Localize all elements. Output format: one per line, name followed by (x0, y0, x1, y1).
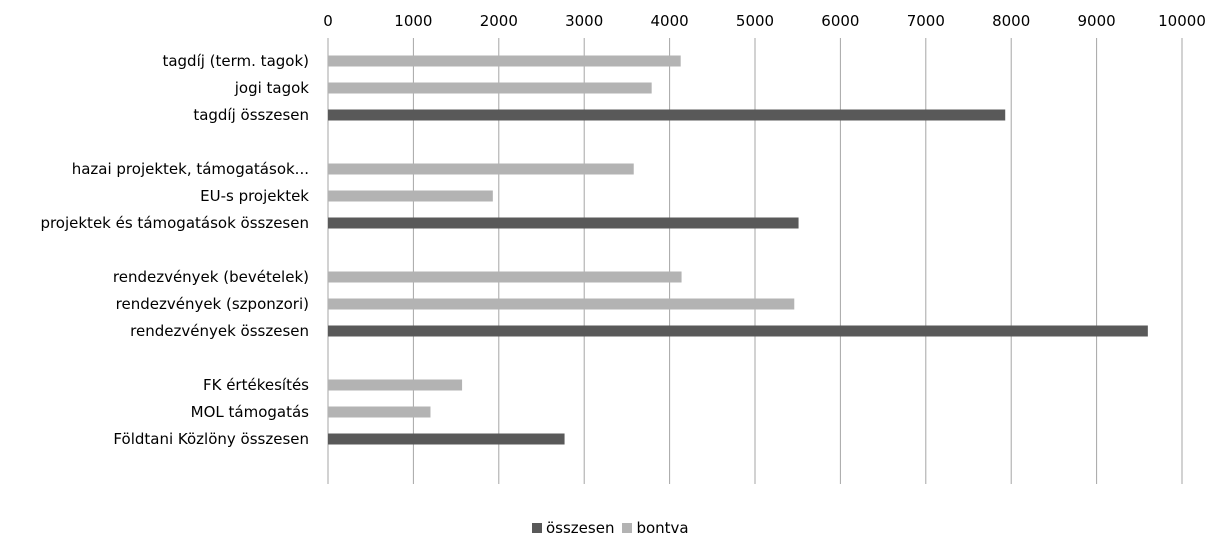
bars (328, 55, 1148, 445)
bar (328, 190, 493, 202)
category-label: FK értékesítés (203, 376, 309, 394)
x-tick-label: 5000 (736, 12, 774, 30)
bar (328, 163, 634, 175)
bar (328, 406, 431, 418)
legend-swatch-bontva (622, 523, 633, 533)
category-label: rendezvények (szponzori) (116, 295, 309, 313)
legend-item-bontva: bontva (622, 519, 689, 537)
x-tick-label: 8000 (992, 12, 1030, 30)
legend: összesen bontva (532, 519, 689, 537)
category-label: projektek és támogatások összesen (40, 214, 309, 232)
x-tick-label: 9000 (1078, 12, 1116, 30)
x-tick-label: 4000 (651, 12, 689, 30)
x-tick-label: 0 (323, 12, 333, 30)
category-labels: tagdíj (term. tagok) jogi tagok tagdíj öss… (40, 52, 309, 448)
category-label: Földtani Közlöny összesen (113, 430, 309, 448)
legend-item-osszesen: összesen (532, 519, 614, 537)
category-label: tagdíj (term. tagok) (162, 52, 309, 70)
bar (328, 379, 463, 391)
bar (328, 298, 795, 310)
category-label: hazai projektek, támogatások... (72, 160, 309, 178)
legend-label-bontva: bontva (636, 519, 689, 537)
x-tick-label: 7000 (907, 12, 945, 30)
x-tick-label: 2000 (480, 12, 518, 30)
x-tick-label: 10000 (1158, 12, 1206, 30)
bar (328, 217, 799, 229)
bar (328, 109, 1006, 121)
x-tick-label: 1000 (394, 12, 432, 30)
bar (328, 271, 682, 283)
x-axis-ticks: 0 1000 2000 3000 4000 5000 6000 7000 8000 9000 100… (323, 12, 1206, 30)
bar (328, 325, 1148, 337)
gridlines (327, 38, 1183, 484)
bar (328, 55, 681, 67)
category-label: jogi tagok (234, 79, 310, 97)
bar (328, 433, 565, 445)
category-label: MOL támogatás (191, 403, 310, 421)
category-label: EU-s projektek (200, 187, 309, 205)
category-label: rendezvények összesen (130, 322, 309, 340)
legend-label-osszesen: összesen (546, 519, 615, 537)
legend-swatch-osszesen (532, 523, 542, 533)
x-tick-label: 3000 (565, 12, 603, 30)
bar (328, 82, 652, 94)
category-label: rendezvények (bevételek) (113, 268, 309, 286)
category-label: tagdíj összesen (193, 106, 309, 124)
x-tick-label: 6000 (821, 12, 859, 30)
